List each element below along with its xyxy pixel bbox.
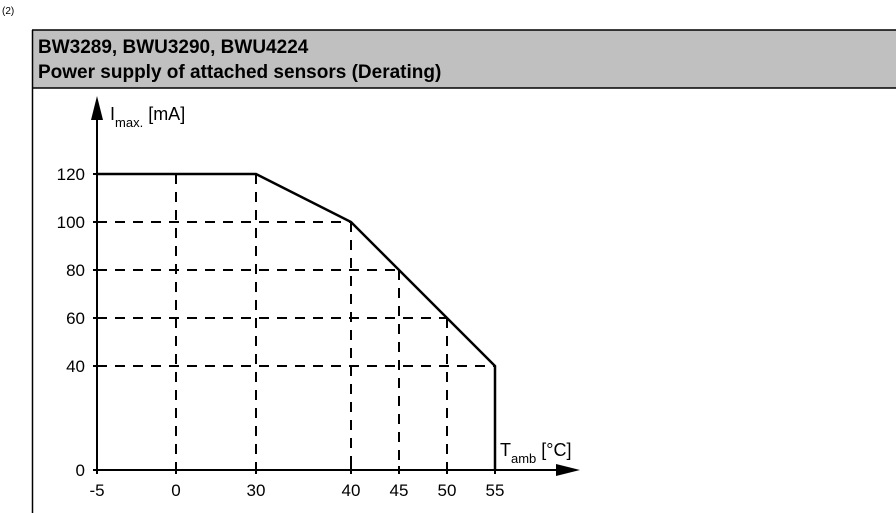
y-tick-label: 120 xyxy=(57,165,85,184)
y-axis-label-unit: [mA] xyxy=(148,104,185,124)
x-tick-label: 30 xyxy=(247,481,266,500)
x-axis-label-symbol: T xyxy=(500,440,511,460)
y-tick-label: 80 xyxy=(66,261,85,280)
chart-title: BW3289, BWU3290, BWU4224 xyxy=(38,37,309,58)
x-tick-label: 50 xyxy=(438,481,457,500)
chart-subtitle: Power supply of attached sensors (Derati… xyxy=(38,62,441,83)
x-axis-label-unit: [°C] xyxy=(541,440,571,460)
x-tick-label: -5 xyxy=(89,481,104,500)
y-tick-label: 100 xyxy=(57,213,85,232)
x-tick-label: 0 xyxy=(171,481,180,500)
x-axis-arrow xyxy=(556,464,580,476)
y-tick-label: 60 xyxy=(66,309,85,328)
x-tick-label: 55 xyxy=(486,481,505,500)
y-axis-label-symbol: I xyxy=(110,104,115,124)
y-axis-label: Imax. [mA] xyxy=(110,104,185,130)
figure-label: (2) xyxy=(2,6,14,17)
header-band xyxy=(32,30,896,88)
y-tick-label: 0 xyxy=(76,461,85,480)
x-axis-label-subscript: amb xyxy=(511,451,536,466)
y-axis-label-subscript: max. xyxy=(115,115,143,130)
data-line xyxy=(97,172,497,470)
x-tick-label: 40 xyxy=(342,481,361,500)
y-axis-arrow xyxy=(91,96,103,120)
y-tick-label: 40 xyxy=(66,357,85,376)
x-axis-label: Tamb [°C] xyxy=(500,440,572,466)
x-tick-label: 45 xyxy=(390,481,409,500)
